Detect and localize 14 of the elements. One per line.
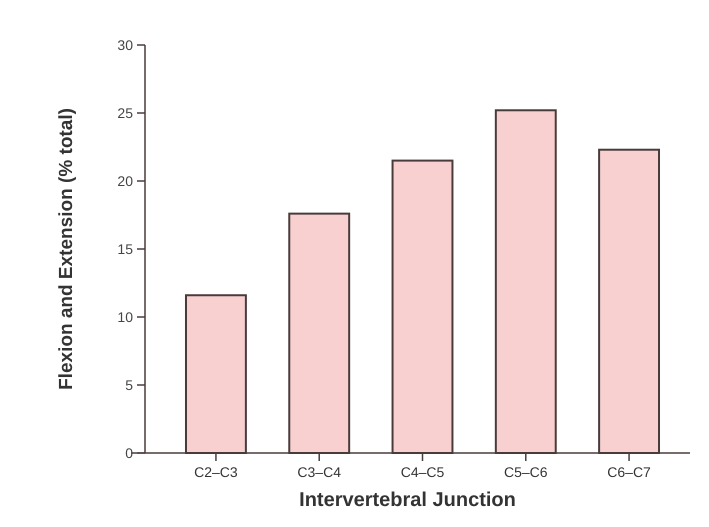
x-tick-label: C4–C5 (400, 464, 444, 480)
y-axis-title: Flexion and Extension (% total) (56, 108, 77, 390)
y-tick-label: 30 (117, 36, 134, 53)
y-tick-label: 0 (125, 444, 134, 461)
y-tick-label: 10 (117, 308, 134, 325)
y-tick-label: 25 (117, 104, 134, 121)
x-axis-title: Intervertebral Junction (299, 489, 516, 511)
x-tick-label: C2–C3 (194, 464, 238, 480)
x-tick-label: C3–C4 (297, 464, 342, 480)
x-tick-label: C5–C6 (504, 464, 548, 480)
x-tick-label: C6–C7 (607, 464, 652, 480)
y-tick-label: 20 (117, 172, 134, 189)
y-tick-label: 15 (117, 240, 134, 257)
y-tick-label: 5 (125, 376, 134, 393)
